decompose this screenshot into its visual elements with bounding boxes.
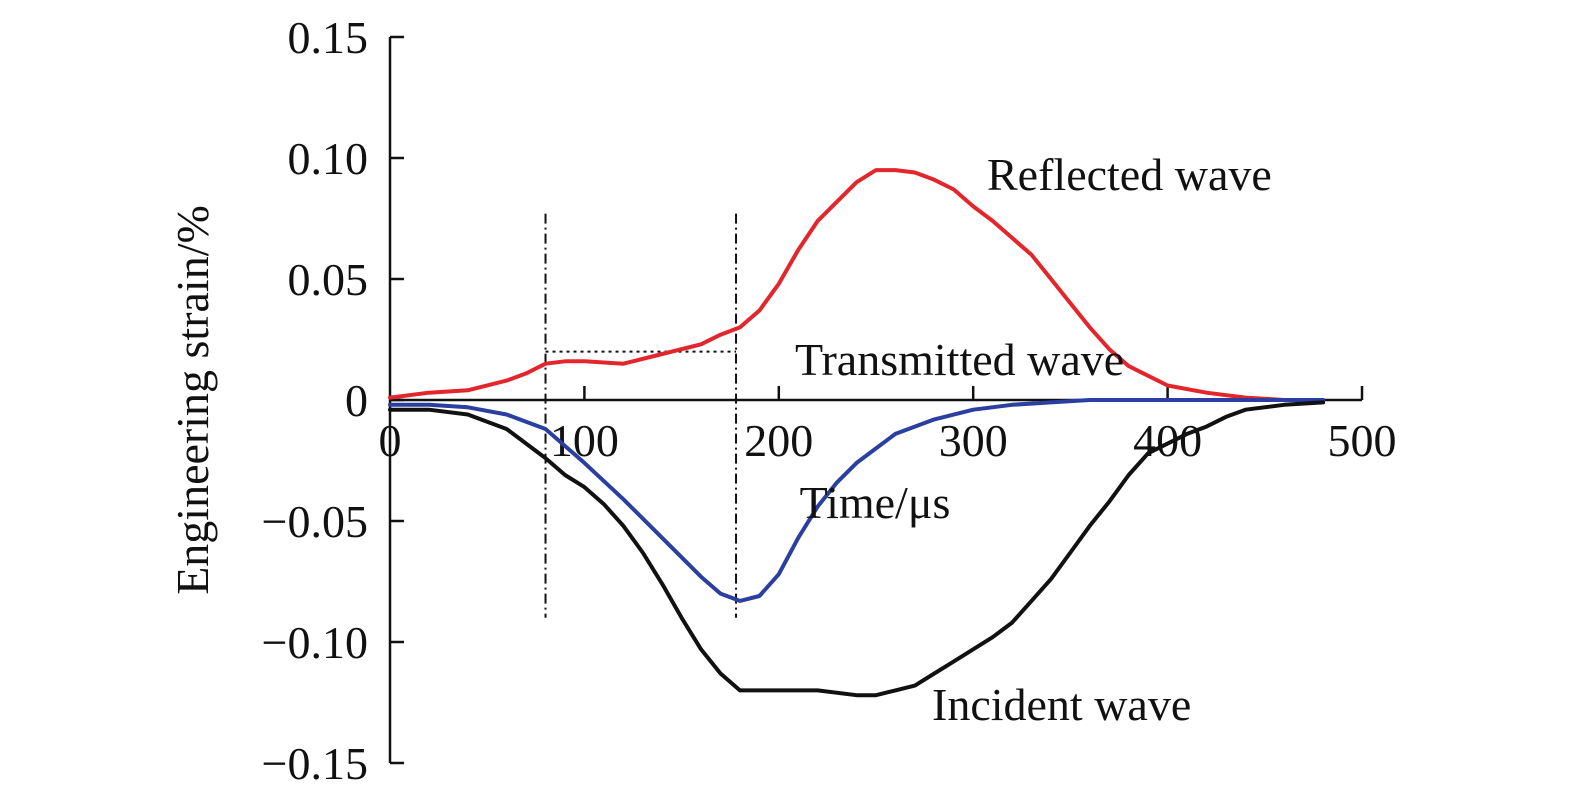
series-reflected-wave: [388, 168, 1326, 402]
series-incident-wave: [388, 400, 1326, 698]
x-tick-label: 300: [939, 415, 1008, 466]
series-label-incident-wave: Incident wave: [932, 679, 1191, 730]
series-label-reflected-wave: Reflected wave: [987, 149, 1272, 200]
y-tick-label: 0.15: [288, 12, 369, 63]
x-tick-label: 200: [744, 415, 813, 466]
series-label-transmitted-wave: Transmitted wave: [795, 334, 1124, 385]
x-tick-label: 0: [379, 415, 402, 466]
y-ticks: 0.150.100.050−0.05−0.10−0.15: [262, 12, 404, 789]
series-lines: [388, 168, 1326, 698]
marker-lines: [544, 213, 738, 618]
y-tick-label: −0.10: [262, 617, 368, 668]
y-tick-label: −0.15: [262, 738, 368, 789]
y-tick-label: 0.05: [288, 254, 369, 305]
y-tick-label: 0: [345, 375, 368, 426]
y-tick-label: 0.10: [288, 133, 369, 184]
x-tick-label: 500: [1328, 415, 1397, 466]
y-axis-label: Engineering strain/%: [167, 205, 218, 595]
x-axis-label: Time/μs: [800, 477, 951, 528]
series-transmitted-wave: [388, 398, 1326, 603]
y-tick-label: −0.05: [262, 496, 368, 547]
